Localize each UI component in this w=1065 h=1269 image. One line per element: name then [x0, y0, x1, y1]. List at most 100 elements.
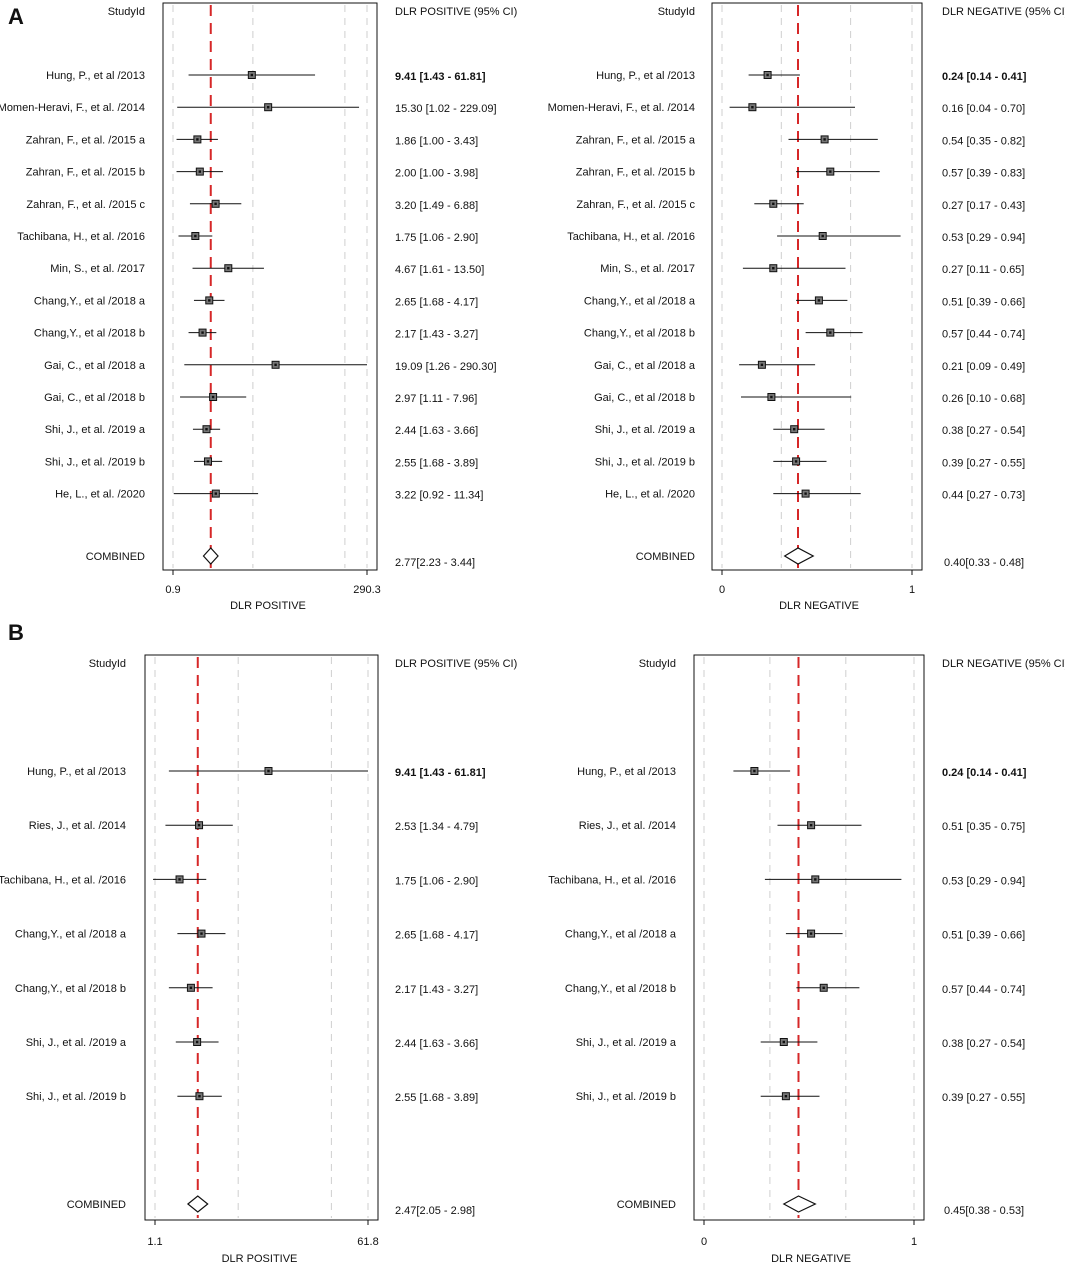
- study-label: Chang,Y., et al /2018 b: [34, 328, 145, 340]
- ci-value: 0.27 [0.17 - 0.43]: [942, 200, 1025, 212]
- ci-value: 0.16 [0.04 - 0.70]: [942, 103, 1025, 115]
- study-label: Chang,Y., et al /2018 a: [34, 295, 146, 307]
- ci-value: 1.75 [1.06 - 2.90]: [395, 232, 478, 244]
- plot-frame: [711, 2, 923, 571]
- x-tick-label: 0.9: [165, 584, 180, 596]
- point-estimate-center: [194, 234, 197, 238]
- point-estimate-center: [793, 428, 796, 431]
- study-label: Shi, J., et al. /2019 b: [26, 1091, 126, 1103]
- ci-value: 0.57 [0.39 - 0.83]: [942, 168, 1025, 180]
- study-label: Gai, C., et al /2018 a: [594, 360, 696, 372]
- combined-diamond: [202, 547, 219, 565]
- combined-diamond: [783, 547, 815, 565]
- point-estimate-center: [809, 932, 813, 935]
- study-label: Chang,Y., et al /2018 a: [584, 295, 696, 307]
- study-label: Shi, J., et al. /2019 b: [576, 1091, 676, 1103]
- study-label: Chang,Y., et al /2018 a: [565, 929, 677, 941]
- ci-value: 2.53 [1.34 - 4.79]: [395, 821, 478, 833]
- point-estimate-center: [770, 395, 773, 399]
- point-estimate-center: [274, 363, 277, 366]
- ci-value: 0.51 [0.39 - 0.66]: [942, 296, 1025, 308]
- ci-value: 0.21 [0.09 - 0.49]: [942, 361, 1025, 373]
- study-label: Momen-Heravi, F., et al. /2014: [548, 102, 695, 114]
- ci-value: 1.86 [1.00 - 3.43]: [395, 135, 478, 147]
- ci-value: 2.17 [1.43 - 3.27]: [395, 984, 478, 996]
- ci-value: 0.53 [0.29 - 0.94]: [942, 232, 1025, 244]
- x-tick-label: 1.1: [147, 1236, 162, 1248]
- ci-value: 0.51 [0.39 - 0.66]: [942, 930, 1025, 942]
- ci-value: 2.55 [1.68 - 3.89]: [395, 1092, 478, 1104]
- point-estimate-center: [267, 769, 270, 773]
- point-estimate-center: [782, 1040, 785, 1044]
- point-estimate-center: [794, 460, 798, 463]
- study-label: Zahran, F., et al. /2015 b: [26, 167, 145, 179]
- point-estimate-center: [751, 106, 754, 109]
- study-label: Hung, P., et al /2013: [596, 70, 695, 82]
- ci-value: 15.30 [1.02 - 229.09]: [395, 103, 497, 115]
- study-label: Chang,Y., et al /2018 b: [584, 328, 695, 340]
- combined-ci-value: 2.47[2.05 - 2.98]: [395, 1205, 475, 1217]
- ci-value: 9.41 [1.43 - 61.81]: [395, 71, 486, 83]
- x-tick-label: 1: [911, 1236, 917, 1248]
- study-label: Zahran, F., et al. /2015 a: [576, 134, 696, 146]
- study-label: Tachibana, H., et al. /2016: [567, 231, 695, 243]
- ci-value: 3.20 [1.49 - 6.88]: [395, 200, 478, 212]
- point-estimate-center: [804, 492, 807, 495]
- point-estimate-center: [198, 170, 202, 173]
- study-label: Min, S., et al. /2017: [600, 263, 695, 275]
- point-estimate-center: [214, 492, 218, 495]
- ci-header: DLR NEGATIVE (95% CI): [942, 6, 1065, 18]
- x-tick-label: 290.3: [353, 584, 381, 596]
- point-estimate-center: [197, 824, 201, 827]
- study-label: Zahran, F., et al. /2015 b: [576, 167, 695, 179]
- study-label: Hung, P., et al /2013: [577, 766, 676, 778]
- point-estimate-center: [753, 769, 756, 773]
- ci-value: 0.39 [0.27 - 0.55]: [942, 457, 1025, 469]
- ci-header: DLR POSITIVE (95% CI): [395, 6, 517, 18]
- point-estimate-center: [178, 878, 181, 881]
- ci-value: 0.54 [0.35 - 0.82]: [942, 135, 1025, 147]
- x-axis-label: DLR POSITIVE: [222, 1253, 298, 1265]
- plot-frame: [162, 2, 378, 571]
- study-label: Hung, P., et al /2013: [46, 70, 145, 82]
- ci-value: 0.27 [0.11 - 0.65]: [942, 264, 1024, 276]
- ci-value: 0.24 [0.14 - 0.41]: [942, 71, 1027, 83]
- point-estimate-center: [214, 202, 217, 205]
- point-estimate-center: [198, 1095, 201, 1098]
- point-estimate-center: [821, 234, 824, 238]
- ci-value: 2.44 [1.63 - 3.66]: [395, 1038, 478, 1050]
- ci-header: DLR NEGATIVE (95% CI): [942, 658, 1065, 670]
- study-id-header: StudyId: [89, 658, 126, 670]
- point-estimate-center: [766, 73, 769, 77]
- study-label: Gai, C., et al /2018 b: [44, 392, 145, 404]
- ci-value: 0.44 [0.27 - 0.73]: [942, 490, 1025, 502]
- combined-ci-value: 0.40[0.33 - 0.48]: [944, 557, 1024, 569]
- point-estimate-center: [205, 428, 208, 431]
- ci-value: 2.44 [1.63 - 3.66]: [395, 425, 478, 437]
- point-estimate-center: [196, 138, 199, 141]
- x-axis-label: DLR NEGATIVE: [771, 1253, 851, 1265]
- study-label: Tachibana, H., et al. /2016: [548, 874, 676, 886]
- point-estimate-center: [189, 986, 193, 989]
- study-label: He, L., et al. /2020: [605, 489, 695, 501]
- x-tick-label: 1: [909, 584, 915, 596]
- ci-value: 2.55 [1.68 - 3.89]: [395, 457, 478, 469]
- study-label: Shi, J., et al. /2019 a: [595, 424, 696, 436]
- study-label: Shi, J., et al. /2019 a: [576, 1037, 677, 1049]
- ci-value: 2.65 [1.68 - 4.17]: [395, 930, 478, 942]
- combined-diamond: [782, 1195, 817, 1213]
- point-estimate-center: [829, 170, 832, 173]
- ci-value: 3.22 [0.92 - 11.34]: [395, 490, 483, 502]
- x-axis-label: DLR NEGATIVE: [779, 600, 859, 612]
- study-id-header: StudyId: [658, 6, 695, 18]
- combined-label: COMBINED: [86, 551, 145, 563]
- ci-value: 4.67 [1.61 - 13.50]: [395, 264, 484, 276]
- plot-frame: [144, 654, 379, 1221]
- study-label: Zahran, F., et al. /2015 a: [26, 134, 146, 146]
- point-estimate-center: [208, 299, 211, 302]
- point-estimate-center: [195, 1040, 199, 1044]
- point-estimate-center: [206, 460, 210, 463]
- point-estimate-center: [266, 106, 270, 109]
- ci-value: 2.00 [1.00 - 3.98]: [395, 168, 478, 180]
